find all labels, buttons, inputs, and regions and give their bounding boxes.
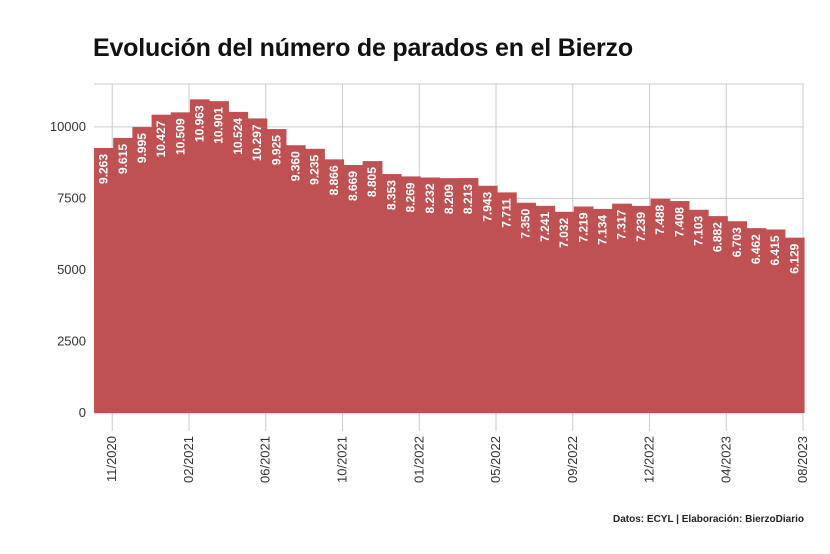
bar xyxy=(669,201,690,413)
bar xyxy=(535,205,556,413)
data-label: 7.317 xyxy=(615,209,629,239)
bar xyxy=(477,185,498,413)
bar xyxy=(94,147,114,413)
bar xyxy=(401,176,421,413)
source-credit: Datos: ECYL | Elaboración: BierzoDiario xyxy=(613,514,804,525)
data-label: 10.509 xyxy=(173,118,187,155)
x-tick-label: 02/2021 xyxy=(181,436,196,483)
bar xyxy=(420,177,441,413)
data-label: 8.232 xyxy=(423,183,437,213)
bar xyxy=(439,178,460,413)
data-label: 9.235 xyxy=(308,154,322,184)
y-tick-label: 2500 xyxy=(57,333,86,348)
data-label: 8.213 xyxy=(461,184,475,214)
bar xyxy=(592,208,613,413)
bar xyxy=(285,145,306,414)
data-label: 9.360 xyxy=(288,151,302,181)
bar xyxy=(343,164,364,413)
y-tick-label: 10000 xyxy=(50,119,86,134)
bar xyxy=(228,111,249,413)
bar xyxy=(247,118,268,413)
data-label: 10.297 xyxy=(250,124,264,161)
data-label: 7.711 xyxy=(500,198,514,228)
x-tick-label: 04/2023 xyxy=(718,436,733,483)
data-label: 7.943 xyxy=(480,191,494,221)
bar xyxy=(727,221,748,413)
data-label: 7.103 xyxy=(691,215,705,245)
bar xyxy=(784,237,805,413)
data-label: 8.805 xyxy=(365,167,379,197)
x-tick-label: 01/2022 xyxy=(411,436,426,483)
data-label: 7.032 xyxy=(557,217,571,247)
data-label: 6.129 xyxy=(787,243,801,273)
bar xyxy=(765,229,786,413)
bar xyxy=(458,178,479,413)
data-label: 10.901 xyxy=(212,107,226,144)
x-tick-label: 09/2022 xyxy=(565,436,580,483)
x-tick-label: 11/2020 xyxy=(104,436,119,482)
data-label: 6.882 xyxy=(711,222,725,252)
bar xyxy=(132,127,153,413)
data-label: 7.239 xyxy=(634,212,648,242)
data-label: 8.353 xyxy=(384,180,398,210)
x-tick-label: 05/2022 xyxy=(488,436,503,483)
bar xyxy=(305,148,325,413)
bar xyxy=(631,205,652,413)
bar xyxy=(496,192,517,413)
bar xyxy=(554,211,575,413)
bar xyxy=(209,101,229,414)
y-tick-label: 0 xyxy=(79,405,86,420)
bars xyxy=(94,99,805,414)
bar xyxy=(266,129,287,413)
x-tick-label: 10/2021 xyxy=(335,436,350,483)
bar xyxy=(516,202,536,413)
data-label: 6.703 xyxy=(730,227,744,257)
data-label: 7.488 xyxy=(653,204,667,234)
bar xyxy=(573,206,594,413)
data-label: 6.462 xyxy=(749,234,763,264)
data-label: 10.963 xyxy=(193,105,207,142)
data-label: 9.925 xyxy=(269,135,283,165)
bar xyxy=(189,99,210,414)
data-label: 9.263 xyxy=(97,154,111,184)
bar xyxy=(113,137,133,413)
bar xyxy=(612,203,632,413)
bar xyxy=(688,209,709,413)
bar xyxy=(151,114,172,413)
y-tick-label: 7500 xyxy=(57,190,86,205)
bar xyxy=(746,228,767,413)
x-tick-label: 08/2023 xyxy=(795,436,810,483)
y-tick-label: 5000 xyxy=(57,262,86,277)
data-label: 8.269 xyxy=(404,182,418,212)
data-label: 8.209 xyxy=(442,184,456,214)
x-tick-label: 12/2022 xyxy=(642,436,657,483)
data-label: 8.866 xyxy=(327,165,341,195)
data-label: 7.134 xyxy=(596,215,610,245)
data-label: 10.427 xyxy=(154,120,168,157)
data-label: 10.524 xyxy=(231,118,245,155)
bar xyxy=(362,161,383,413)
bar xyxy=(381,174,402,413)
data-label: 9.995 xyxy=(135,133,149,163)
bar xyxy=(170,112,191,413)
data-label: 7.408 xyxy=(672,207,686,237)
data-label: 7.350 xyxy=(519,208,533,238)
data-label: 9.615 xyxy=(116,144,130,174)
data-labels: 9.263 9.615 9.995 10.427 10.509 10.963 10.901 1… xyxy=(97,105,802,274)
bar xyxy=(650,198,671,413)
bar xyxy=(708,216,728,413)
chart-title: Evolución del número de parados en el Bi… xyxy=(93,34,633,62)
data-label: 8.669 xyxy=(346,171,360,201)
x-axis-tick-labels: 11/2020 02/2021 06/2021 10/2021 01/2022 05/20… xyxy=(104,436,810,483)
y-axis-tick-labels: 0 2500 5000 7500 10000 xyxy=(50,119,86,420)
data-label: 7.241 xyxy=(538,212,552,242)
data-label: 7.219 xyxy=(576,212,590,242)
data-label: 6.415 xyxy=(768,235,782,265)
x-tick-label: 06/2021 xyxy=(258,436,273,483)
bar xyxy=(324,159,345,413)
